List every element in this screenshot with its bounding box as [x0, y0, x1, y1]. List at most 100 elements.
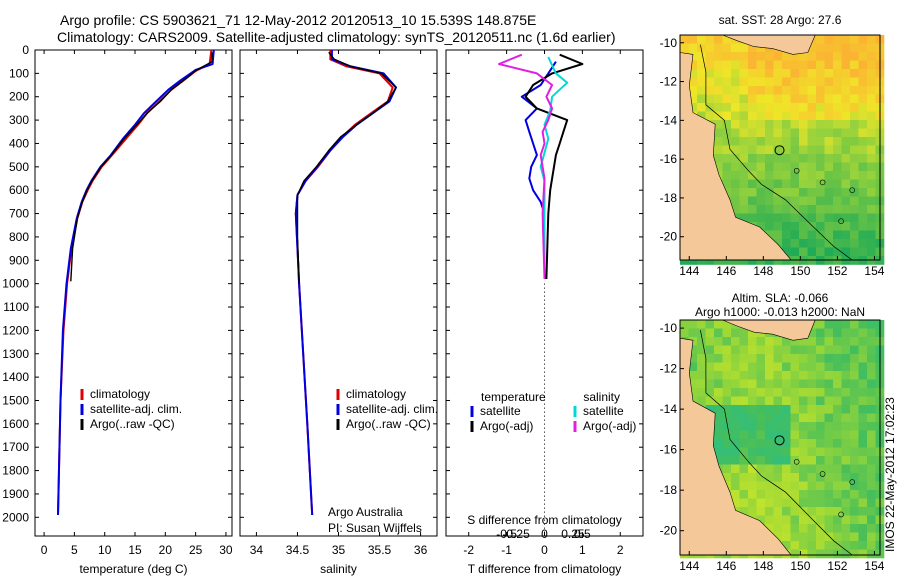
map-sst-cell	[782, 230, 791, 240]
map-sst-cell	[697, 111, 706, 121]
map-sst-cell	[748, 60, 757, 70]
map-sst-cell	[833, 205, 842, 214]
map-sst-cell	[867, 213, 876, 223]
map-sst-cell	[807, 213, 817, 223]
map-sla-cell	[790, 507, 800, 516]
map-sst-cell	[833, 213, 842, 223]
map-sst-cell	[739, 128, 749, 138]
map-sla-cell	[748, 405, 757, 414]
map-sst-cell	[790, 77, 800, 87]
y-tick-label: 200	[9, 90, 29, 104]
map-sst-cell	[867, 35, 876, 44]
map-sla-cell	[799, 337, 808, 346]
map-sst-cell	[739, 111, 749, 121]
map-sst-cell	[850, 52, 859, 61]
map-sla-cell	[731, 422, 740, 431]
map-sla-cell	[833, 430, 842, 440]
map-sla-cell	[765, 337, 774, 346]
map-sst-cell	[858, 137, 868, 146]
map-sla-cell	[858, 541, 868, 550]
map-sst-cell	[765, 111, 774, 121]
map-sla-cell	[824, 345, 834, 355]
map-sla-cell	[867, 430, 876, 440]
map-sst-cell	[765, 145, 774, 155]
map-sst-cell	[807, 179, 817, 189]
map-sst-cell	[722, 171, 732, 180]
map-sst-cell	[765, 128, 774, 138]
map-sst-cell	[739, 94, 749, 104]
map-sst-cell	[773, 69, 783, 78]
map-sst-cell	[705, 94, 715, 104]
map-sla-cell	[841, 447, 851, 457]
map-sla-cell	[799, 362, 808, 372]
map-sst-cell	[850, 77, 859, 87]
map-sst-cell	[765, 162, 774, 172]
map-sla-cell	[722, 464, 732, 474]
map-sla-cell	[824, 430, 834, 440]
map-sla-cell	[799, 498, 808, 508]
map-sst-cell	[841, 52, 851, 61]
map-sst-cell	[731, 188, 740, 197]
map-sst-cell	[714, 103, 723, 112]
map-sst-cell	[858, 179, 868, 189]
map-sst-cell	[833, 120, 842, 129]
map-sst-cell	[688, 77, 698, 87]
map-sla-cell	[688, 388, 698, 397]
map-sla-cell	[867, 473, 876, 482]
map-sla-cell	[765, 430, 774, 440]
map-sst-cell	[816, 35, 825, 44]
map-sla-cell	[858, 439, 868, 448]
map-sst-cell	[833, 128, 842, 138]
map-sst-cell	[833, 145, 842, 155]
map-sla-cell	[824, 456, 834, 465]
map-sst-cell	[824, 247, 834, 257]
map-sst-cell	[773, 145, 783, 155]
map-sla-cell	[739, 422, 749, 431]
map-sst-title: sat. SST: 28 Argo: 27.6	[719, 13, 842, 27]
map-sst-cell	[833, 230, 842, 240]
map-sla-cell	[731, 345, 740, 355]
map-sla-cell	[816, 430, 825, 440]
map-sst-cell	[782, 188, 791, 197]
map-sst-cell	[790, 120, 800, 129]
map-sla-cell	[799, 396, 808, 406]
map-sla-cell	[714, 337, 723, 346]
map-sla-cell	[858, 388, 868, 397]
map-sst-argo-marker	[774, 145, 785, 156]
map-sst-cell	[705, 60, 715, 70]
map-sla-cell	[739, 354, 749, 363]
y-tick-label: 800	[9, 230, 29, 244]
map-sst-cell	[790, 137, 800, 146]
salinity-xtick-label: 36	[414, 543, 428, 557]
map-sla-cell	[773, 456, 783, 465]
map-sst-cell	[833, 222, 842, 231]
map-sst-cell	[807, 69, 817, 78]
map-sst-cell	[782, 103, 791, 112]
map-sla-cell	[697, 345, 706, 355]
map-sst-cell	[705, 69, 715, 78]
map-sla-cell	[867, 439, 876, 448]
map-sst-cell	[773, 213, 783, 223]
map-sst-cell	[790, 230, 800, 240]
map-sst-cell	[824, 111, 834, 121]
map-sst-cell	[816, 213, 825, 223]
map-sst-cell	[833, 86, 842, 95]
map-sst-cell	[739, 171, 749, 180]
map-sst-cell	[858, 94, 868, 104]
map-sla-cell	[790, 447, 800, 457]
map-sla-cell	[782, 396, 791, 406]
map-sla-cell	[782, 362, 791, 372]
map-sla-cell	[816, 328, 825, 338]
map-sst-cell	[850, 103, 859, 112]
map-sla-cell	[782, 524, 791, 533]
map-sst-cell	[858, 154, 868, 163]
map-sla-cell	[739, 396, 749, 406]
map-sla-cell	[773, 490, 783, 499]
map-sla-land-png	[722, 319, 816, 341]
map-sla-cell	[841, 439, 851, 448]
map-sst-cell	[807, 128, 817, 138]
map-sst-cell	[850, 205, 859, 214]
map-sla-cell	[807, 507, 817, 516]
map-sla-cell	[705, 337, 715, 346]
map-sla-cell	[773, 439, 783, 448]
